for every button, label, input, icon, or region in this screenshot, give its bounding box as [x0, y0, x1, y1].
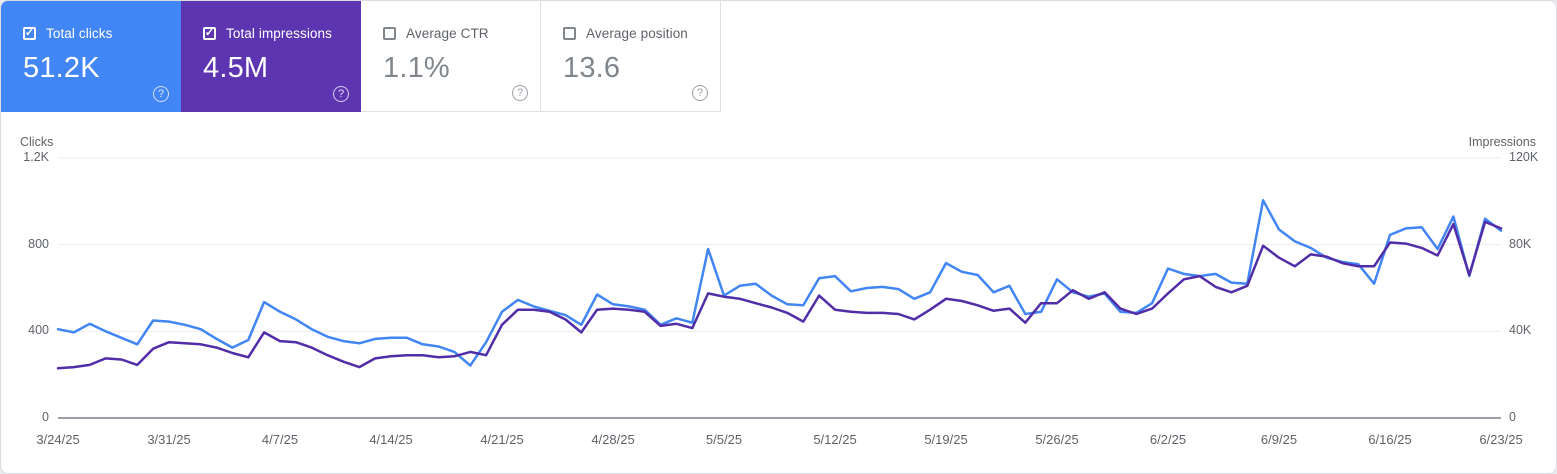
right-axis-tick: 120K: [1509, 150, 1539, 164]
x-axis-label: 6/2/25: [1149, 432, 1187, 447]
x-axis-label: 4/7/25: [261, 432, 299, 447]
metric-card-label: Average CTR: [406, 26, 489, 41]
checked-checkbox-icon[interactable]: ✓: [203, 27, 216, 40]
unchecked-checkbox-icon[interactable]: [383, 27, 396, 40]
right-axis-tick: 80K: [1509, 236, 1532, 251]
left-axis-tick: 1.2K: [23, 150, 49, 164]
help-icon[interactable]: ?: [333, 86, 349, 102]
checked-checkbox-icon[interactable]: ✓: [23, 27, 36, 40]
x-axis-label: 4/14/25: [369, 432, 413, 447]
metric-card-value: 1.1%: [383, 52, 450, 84]
metric-card-label: Total impressions: [226, 26, 332, 41]
x-axis-label: 4/21/25: [480, 432, 524, 447]
x-axis-label: 3/31/25: [147, 432, 191, 447]
metric-card-value: 13.6: [563, 52, 621, 84]
metric-card-label: Total clicks: [46, 26, 113, 41]
metric-card-total-clicks[interactable]: ✓ Total clicks 51.2K?: [1, 1, 181, 112]
right-axis-title: Impressions: [1468, 135, 1536, 149]
metric-card-label: Average position: [586, 26, 688, 41]
clicks-line: [56, 199, 1503, 367]
x-axis-label: 4/28/25: [591, 432, 635, 447]
x-axis-label: 6/23/25: [1479, 432, 1523, 447]
x-axis-label: 5/19/25: [924, 432, 968, 447]
metric-card-total-impressions[interactable]: ✓ Total impressions 4.5M?: [181, 1, 361, 112]
metric-card-value: 51.2K: [23, 52, 100, 84]
unchecked-checkbox-icon[interactable]: [563, 27, 576, 40]
left-axis-tick: 0: [42, 410, 49, 424]
metric-card-average-position[interactable]: Average position 13.6?: [541, 1, 721, 112]
metric-card-value: 4.5M: [203, 52, 269, 84]
impressions-line: [56, 220, 1503, 370]
right-axis-tick: 0: [1509, 410, 1516, 424]
x-axis-label: 5/12/25: [813, 432, 857, 447]
help-icon[interactable]: ?: [512, 85, 528, 101]
metric-card-average-ctr[interactable]: Average CTR 1.1%?: [361, 1, 541, 112]
metric-cards-row: ✓ Total clicks 51.2K? ✓ Total impressions 4.5…: [1, 1, 721, 112]
x-axis-label: 3/24/25: [36, 432, 80, 447]
left-axis-tick: 400: [28, 323, 49, 338]
x-axis-label: 5/5/25: [705, 432, 743, 447]
x-axis-label: 5/26/25: [1035, 432, 1079, 447]
left-axis-tick: 800: [28, 236, 49, 251]
x-axis-label: 6/16/25: [1368, 432, 1412, 447]
x-axis-label: 6/9/25: [1260, 432, 1298, 447]
help-icon[interactable]: ?: [692, 85, 708, 101]
help-icon[interactable]: ?: [153, 86, 169, 102]
left-axis-title: Clicks: [20, 135, 54, 149]
right-axis-tick: 40K: [1509, 323, 1532, 338]
